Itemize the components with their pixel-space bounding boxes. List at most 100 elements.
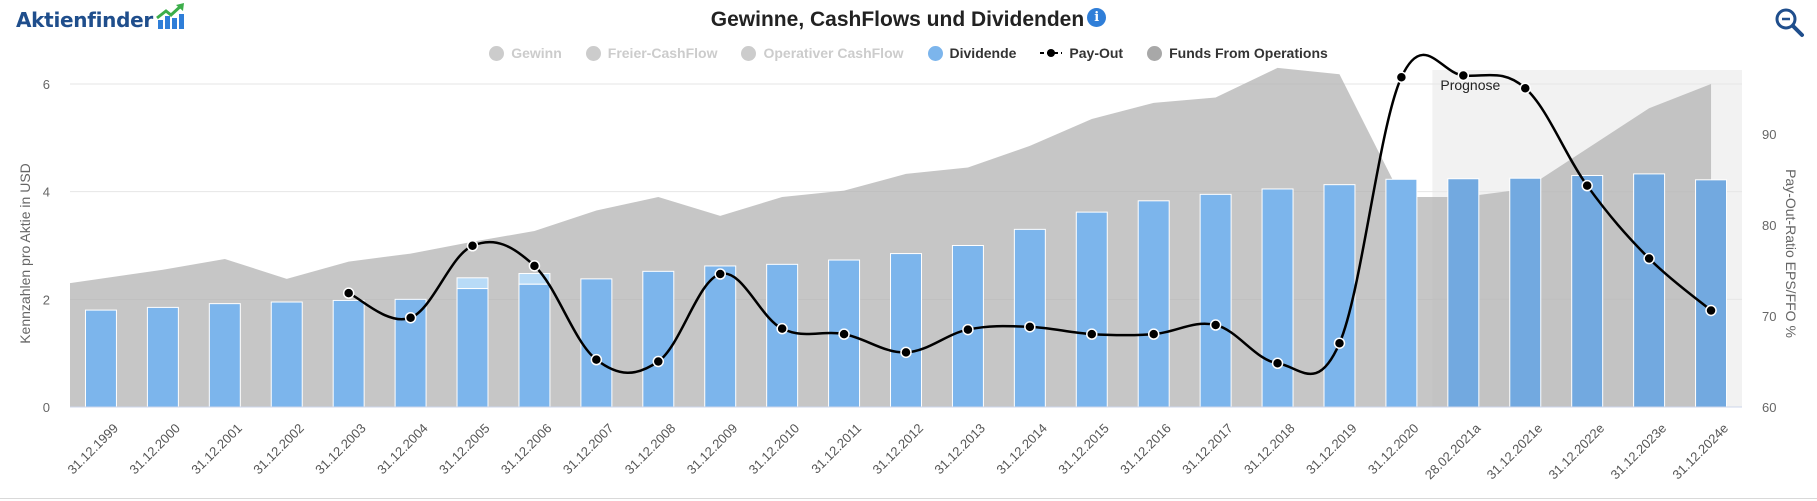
dividend-bar: [270, 301, 303, 408]
aktienfinder-logo[interactable]: Aktienfinder: [16, 3, 186, 32]
dividend-bar: [890, 253, 922, 408]
legend-label: Pay-Out: [1069, 45, 1124, 61]
x-tick-label: 31.12.2001: [188, 421, 245, 478]
x-tick-label: 31.12.2009: [684, 421, 741, 478]
chart-title: Gewinne, CashFlows und Dividenden: [710, 8, 1085, 31]
x-tick-label: 31.12.2022e: [1546, 421, 1608, 483]
legend-line-dot-icon: [1040, 49, 1063, 57]
x-tick-label: 31.12.2013: [931, 421, 988, 478]
payout-point: [590, 353, 603, 366]
payout-point: [962, 323, 974, 336]
payout-point: [404, 311, 417, 324]
legend-item-dividende[interactable]: Dividende: [927, 45, 1017, 61]
dividend-bar: [1571, 175, 1604, 408]
legend-dot-icon: [1147, 45, 1163, 61]
x-tick-label: 31.12.2005: [436, 421, 493, 478]
payout-point: [466, 240, 479, 252]
dividend-bar: [1323, 184, 1356, 408]
legend-dot-icon: [489, 45, 505, 61]
bottom-divider: [0, 498, 1817, 499]
y2-tick-label: 90: [1762, 127, 1776, 142]
payout-point: [838, 328, 850, 340]
dividend-bar: [332, 299, 365, 408]
dividend-bar: [1137, 200, 1170, 408]
dividend-bar: [1075, 211, 1108, 408]
logo-chart-icon: [156, 3, 184, 29]
zoom-icon[interactable]: [1774, 6, 1806, 38]
payout-point: [1271, 357, 1284, 370]
x-tick-label: 31.12.2004: [374, 421, 431, 478]
payout-point: [342, 287, 355, 299]
legend-label: Dividende: [949, 45, 1017, 61]
y2-axis-title: Pay-Out-Ratio EPS/FFO %: [1783, 169, 1799, 338]
x-tick-label: 31.12.2018: [1241, 421, 1298, 478]
info-icon[interactable]: i: [1087, 8, 1107, 27]
x-tick-label: 31.12.2007: [560, 421, 617, 478]
x-tick-label: 31.12.2010: [746, 421, 803, 478]
legend-item-pay-out[interactable]: Pay-Out: [1040, 45, 1123, 61]
y-axis-title: Kennzahlen pro Aktie in USD: [17, 163, 33, 344]
y2-tick-label: 80: [1762, 218, 1776, 233]
x-tick-label: 31.12.2024e: [1669, 421, 1731, 483]
dividend-bar: [580, 278, 613, 408]
x-tick-label: 31.12.2012: [869, 421, 926, 478]
x-tick-label: 31.12.2023e: [1608, 421, 1670, 483]
payout-point: [528, 260, 541, 272]
legend-item-gewinn[interactable]: Gewinn: [489, 45, 562, 61]
y-tick-label: 2: [43, 292, 50, 307]
y-tick-label: 6: [43, 77, 50, 92]
y2-tick-label: 60: [1762, 400, 1776, 415]
x-tick-label: 31.12.2008: [622, 421, 679, 478]
x-tick-label: 31.12.2006: [498, 421, 555, 478]
x-tick-label: 28.02.2021a: [1422, 420, 1484, 482]
x-tick-label: 31.12.2015: [1055, 421, 1112, 478]
chart-title-wrap: Gewinne, CashFlows und Dividenden i: [0, 8, 1817, 32]
payout-point: [714, 268, 726, 280]
x-tick-label: 31.12.2020: [1365, 421, 1422, 478]
legend-dot-icon: [741, 45, 757, 61]
payout-point: [900, 346, 912, 359]
payout-point: [1147, 328, 1160, 340]
payout-point: [1395, 71, 1408, 84]
x-tick-label: 31.12.2011: [808, 421, 864, 477]
dividend-bar: [1199, 193, 1232, 408]
dividend-bar: [1633, 173, 1666, 408]
y-tick-label: 0: [43, 400, 50, 415]
x-tick-label: 31.12.2016: [1117, 421, 1174, 478]
dividend-bar: [518, 283, 551, 408]
payout-point: [1333, 337, 1346, 349]
x-tick-label: 31.12.2003: [312, 421, 369, 478]
x-tick-label: 31.12.2000: [126, 421, 183, 478]
logo-text: Aktienfinder: [16, 8, 153, 32]
legend-dot-icon: [927, 45, 943, 61]
payout-point: [1519, 82, 1532, 94]
legend-item-operativer-cashflow[interactable]: Operativer CashFlow: [741, 45, 904, 61]
dividend-bar: [1261, 188, 1294, 408]
dividend-bar: [208, 303, 241, 408]
dividend-bar: [1695, 179, 1728, 408]
dividend-bar: [1385, 178, 1418, 408]
dividend-bar: [146, 306, 179, 408]
payout-point: [1581, 179, 1593, 192]
x-tick-label: 31.12.2019: [1303, 421, 1360, 478]
dividend-bar: [1447, 178, 1480, 408]
dividend-extra-bar: [456, 277, 489, 290]
legend-label: Funds From Operations: [1169, 45, 1328, 61]
payout-point: [1086, 328, 1098, 340]
x-tick-label: 31.12.1999: [64, 421, 121, 478]
legend-label: Gewinn: [511, 45, 562, 61]
payout-point: [1209, 319, 1222, 331]
legend-label: Operativer CashFlow: [763, 45, 904, 61]
dividend-bar: [766, 263, 799, 408]
dividend-bar: [456, 288, 489, 408]
x-tick-label: 31.12.2002: [250, 421, 307, 478]
forecast-label: Prognose: [1440, 77, 1500, 93]
payout-point: [1024, 321, 1036, 333]
dividend-bar: [1509, 177, 1542, 408]
dividend-bar: [1013, 228, 1046, 408]
legend-item-freier-cashflow[interactable]: Freier-CashFlow: [585, 45, 717, 61]
legend-item-funds-from-operations[interactable]: Funds From Operations: [1147, 45, 1328, 61]
x-tick-label: 31.12.2017: [1179, 421, 1236, 478]
payout-point: [652, 355, 665, 368]
